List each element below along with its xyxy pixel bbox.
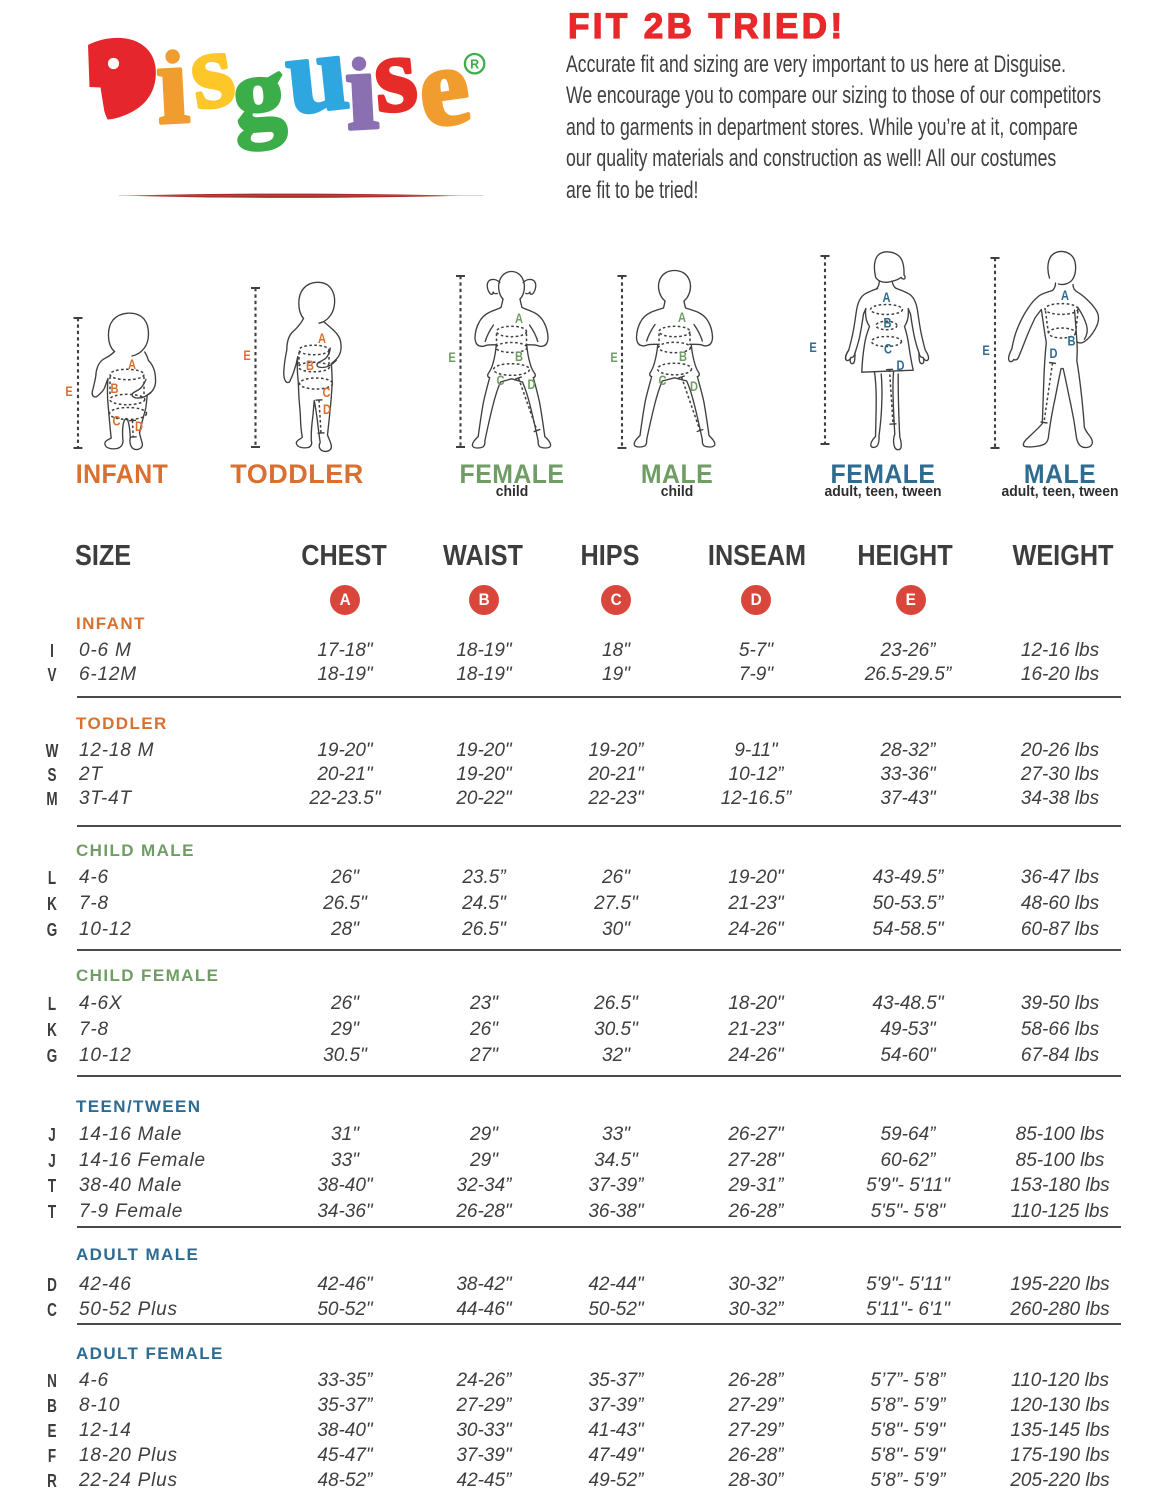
svg-text:B: B: [515, 349, 523, 364]
svg-text:C: C: [497, 373, 505, 388]
svg-text:D: D: [135, 419, 143, 434]
svg-text:E: E: [610, 350, 617, 365]
svg-text:g: g: [229, 34, 288, 151]
svg-text:D: D: [528, 377, 536, 392]
svg-text:C: C: [113, 413, 121, 428]
svg-text:s: s: [369, 14, 421, 136]
svg-text:A: A: [678, 310, 686, 325]
svg-text:D: D: [323, 402, 331, 417]
svg-text:C: C: [884, 341, 892, 356]
svg-text:A: A: [1061, 288, 1069, 303]
svg-text:D: D: [690, 379, 698, 394]
svg-text:e: e: [410, 22, 476, 152]
svg-text:D: D: [1050, 346, 1058, 361]
svg-text:A: A: [883, 290, 891, 305]
svg-text:B: B: [111, 381, 119, 396]
svg-text:B: B: [1068, 333, 1076, 348]
svg-text:B: B: [679, 349, 687, 364]
svg-text:u: u: [280, 9, 354, 137]
svg-text:E: E: [809, 340, 816, 355]
svg-text:E: E: [982, 343, 989, 358]
svg-text:R: R: [470, 58, 479, 72]
svg-text:E: E: [448, 350, 455, 365]
svg-text:B: B: [884, 315, 892, 330]
svg-text:A: A: [318, 331, 326, 346]
svg-text:E: E: [243, 348, 250, 363]
svg-text:D: D: [897, 358, 905, 373]
svg-text:B: B: [306, 358, 314, 373]
svg-text:A: A: [128, 357, 136, 372]
svg-text:A: A: [515, 311, 523, 326]
svg-text:E: E: [65, 384, 72, 399]
svg-text:C: C: [659, 373, 667, 388]
svg-text:C: C: [323, 385, 331, 400]
